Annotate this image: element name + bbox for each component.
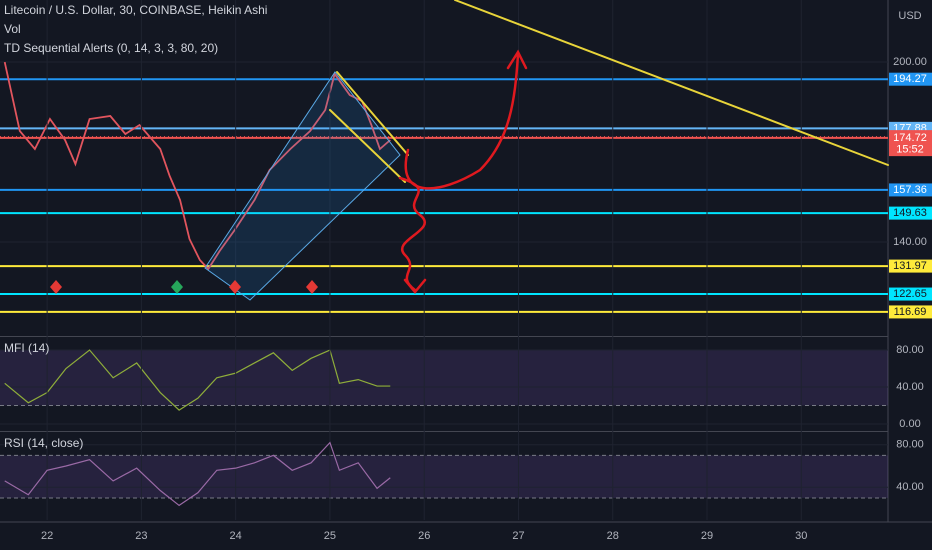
price-label-box — [889, 183, 932, 197]
y-tick-label: 0.00 — [899, 418, 920, 430]
price-label: 194.27 — [893, 73, 927, 85]
y-tick-label: 200.00 — [893, 56, 927, 68]
x-tick-label: 29 — [701, 530, 713, 542]
x-tick-label: 25 — [324, 530, 336, 542]
price-label-box — [889, 72, 932, 86]
price-label-box — [889, 287, 932, 301]
arrow-down — [398, 176, 427, 294]
panel-title: MFI (14) — [4, 341, 49, 355]
x-tick-label: 22 — [41, 530, 53, 542]
y-tick-label: 40.00 — [896, 481, 924, 493]
panel-subtitle: TD Sequential Alerts (0, 14, 3, 3, 80, 2… — [4, 41, 218, 55]
band — [0, 455, 888, 498]
price-label: 122.65 — [893, 288, 927, 300]
series-line — [3, 61, 391, 271]
diamond — [171, 280, 183, 294]
x-tick-label: 26 — [418, 530, 430, 542]
panel-subtitle: Vol — [4, 22, 21, 36]
price-label: 174.72 — [893, 132, 927, 144]
price-label: 149.63 — [893, 207, 927, 219]
price-label-box — [889, 259, 932, 273]
price-label-box — [889, 305, 932, 319]
diamond — [306, 280, 318, 294]
overlay: 140.00200.00194.27177.88175.1315:52174.7… — [4, 3, 932, 542]
x-tick-label: 23 — [135, 530, 147, 542]
panels — [0, 0, 932, 523]
countdown-label: 15:52 — [896, 144, 924, 156]
panel-title: RSI (14, close) — [4, 436, 83, 450]
trend-line — [329, 109, 406, 183]
trend-line — [336, 71, 409, 156]
y-tick-label: 40.00 — [896, 381, 924, 393]
x-tick-label: 24 — [230, 530, 242, 542]
series-line — [4, 349, 391, 411]
price-label-box — [889, 131, 932, 145]
band — [0, 350, 888, 406]
y-tick-label: 80.00 — [896, 344, 924, 356]
drawings — [50, 0, 889, 301]
x-tick-label: 27 — [512, 530, 524, 542]
y-tick-label: 80.00 — [896, 439, 924, 451]
price-label: 157.36 — [893, 184, 927, 196]
trend-line — [454, 0, 889, 166]
panel-title: Litecoin / U.S. Dollar, 30, COINBASE, He… — [4, 3, 267, 17]
diamond — [229, 280, 241, 294]
x-tick-label: 28 — [607, 530, 619, 542]
currency-label: USD — [898, 10, 921, 22]
price-label: 116.69 — [894, 306, 927, 318]
price-label: 131.97 — [893, 260, 927, 272]
y-tick-label: 140.00 — [893, 236, 927, 248]
price-label-box — [889, 206, 932, 220]
series-line — [4, 441, 391, 507]
diamond — [50, 280, 62, 294]
x-tick-label: 30 — [795, 530, 807, 542]
